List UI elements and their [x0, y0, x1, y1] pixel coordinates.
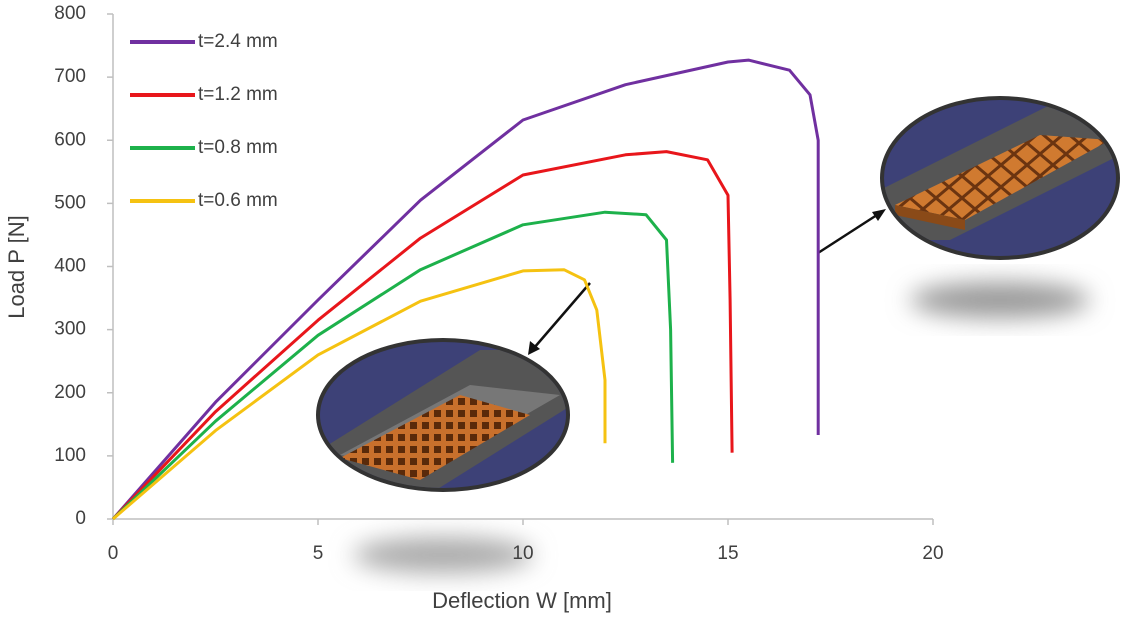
y-tick-label: 100 — [54, 445, 86, 466]
y-tick-label: 500 — [54, 192, 86, 213]
y-tick-label: 0 — [75, 508, 86, 529]
x-axis-title: Deflection W [mm] — [432, 588, 612, 613]
legend-label: t=1.2 mm — [198, 84, 278, 105]
x-tick-label: 15 — [717, 543, 738, 564]
y-tick-label: 200 — [54, 382, 86, 403]
x-tick-label: 0 — [108, 543, 119, 564]
y-tick-label: 700 — [54, 66, 86, 87]
y-axis-title: Load P [N] — [4, 215, 29, 319]
series-line — [112, 268, 607, 521]
legend-label: t=0.8 mm — [198, 137, 278, 158]
x-tick-label: 10 — [512, 543, 533, 564]
y-tick-label: 800 — [54, 3, 86, 24]
y-tick-label: 600 — [54, 129, 86, 150]
y-tick-label: 300 — [54, 319, 86, 340]
y-tick-label: 400 — [54, 256, 86, 277]
legend-label: t=2.4 mm — [198, 31, 278, 52]
x-tick-label: 5 — [313, 543, 324, 564]
legend-label: t=0.6 mm — [198, 190, 278, 211]
series-line — [111, 58, 820, 520]
series-line — [111, 150, 734, 521]
series-line — [111, 210, 675, 521]
inset-decoration — [316, 96, 1120, 573]
x-tick-label: 20 — [922, 543, 943, 564]
